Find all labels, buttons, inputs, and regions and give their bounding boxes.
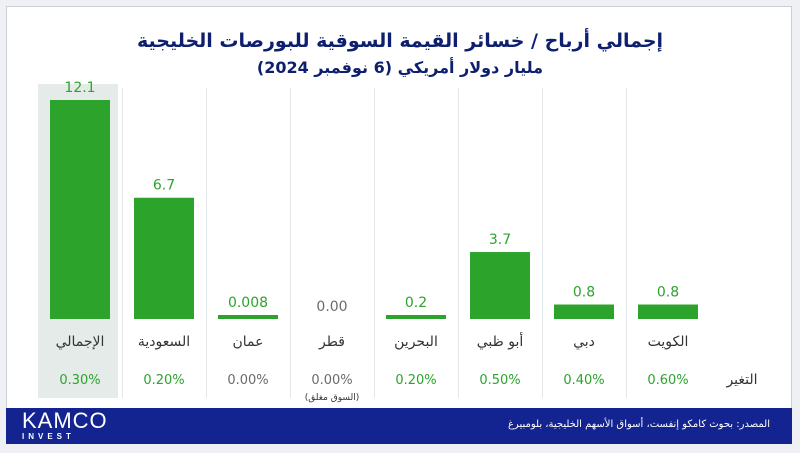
logo-sub: INVEST [22,432,75,441]
bar [638,304,698,319]
value-label: 0.2 [405,295,427,311]
change-label: 0.20% [395,373,436,388]
change-row-label: التغير [725,372,757,388]
bar [470,252,530,319]
column-separator [374,88,375,398]
chart-subtitle: مليار دولار أمريكي (6 نوفمبر 2024) [256,58,544,77]
change-label: 0.50% [479,373,520,388]
category-label: عمان [233,334,264,350]
category-label: أبو ظبي [477,332,524,350]
column-separator [626,88,627,398]
kamco-logo: KAMCO INVEST [22,408,108,442]
change-label: 0.00% [311,373,352,388]
change-label: 0.00% [227,373,268,388]
category-label: الإجمالي [56,334,105,350]
chart-title: إجمالي أرباح / خسائر القيمة السوقية للبو… [136,30,664,52]
column-separator [206,88,207,398]
logo-main: KAMCO [22,408,108,433]
value-label: 0.8 [573,285,595,301]
column-separator [290,88,291,398]
column-separator [458,88,459,398]
category-label: دبي [573,334,595,350]
change-label: 0.40% [563,373,604,388]
value-label: 0.00 [316,299,347,315]
category-label: البحرين [394,334,438,350]
change-label: 0.30% [59,373,100,388]
value-label: 6.7 [153,178,175,194]
column-separator [122,88,123,398]
bar [218,315,278,319]
category-label: قطر [318,334,345,350]
source-note: المصدر: بحوث كامكو إنفست، أسواق الأسهم ا… [507,419,770,430]
footer-bar [6,408,792,444]
bar [554,304,614,319]
bar [50,100,110,319]
bar [134,197,194,319]
market-closed-note: (السوق مغلق) [305,393,359,403]
value-label: 3.7 [489,232,511,248]
bar [386,315,446,319]
category-label: السعودية [138,334,190,350]
change-label: 0.20% [143,373,184,388]
column-separator [542,88,543,398]
value-label: 0.008 [228,295,268,311]
change-label: 0.60% [647,373,688,388]
value-label: 12.1 [64,80,95,96]
value-label: 0.8 [657,285,679,301]
category-label: الكويت [648,334,689,350]
